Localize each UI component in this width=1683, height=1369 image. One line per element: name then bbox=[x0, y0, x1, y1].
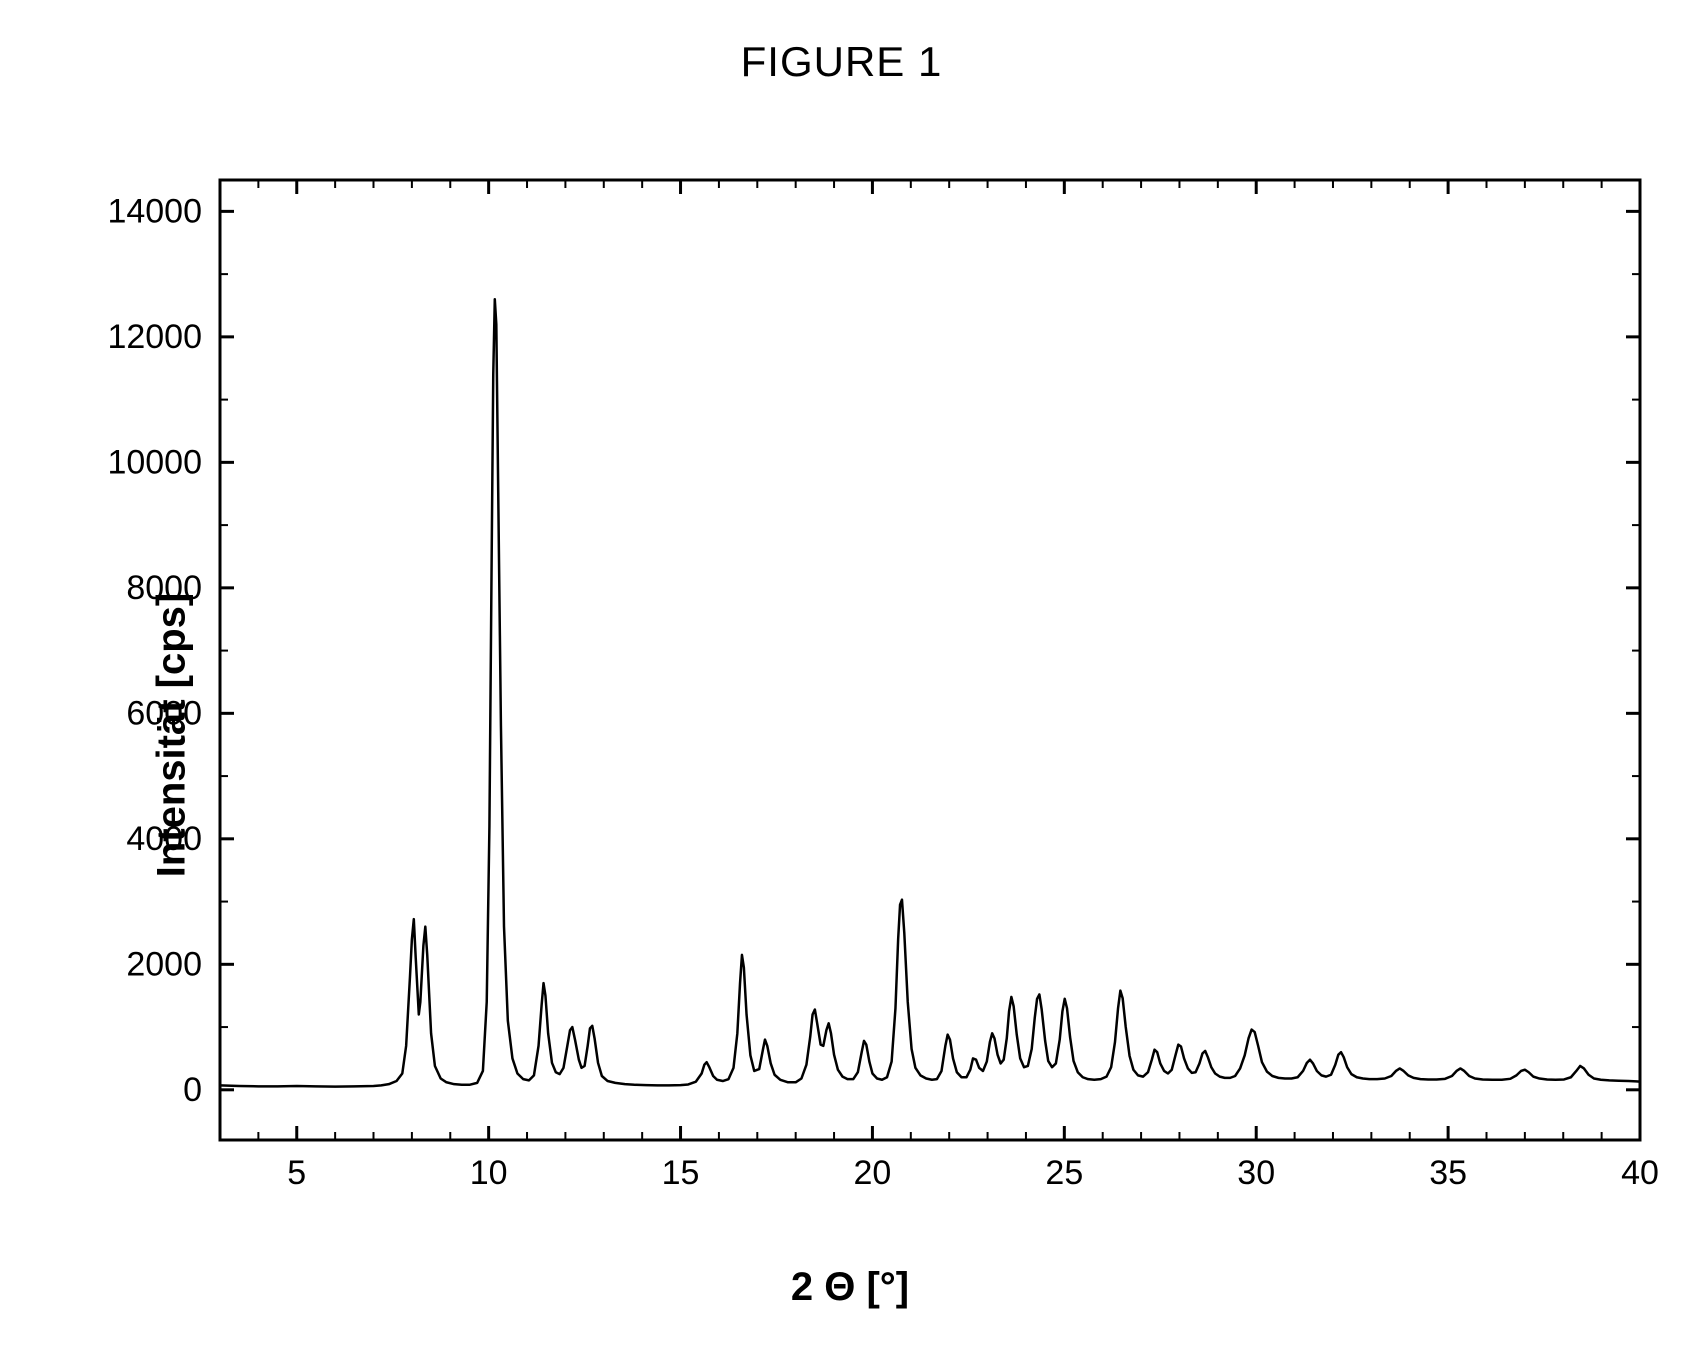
x-tick-label: 10 bbox=[470, 1154, 508, 1192]
x-tick-label: 35 bbox=[1429, 1154, 1467, 1192]
xrd-trace bbox=[220, 299, 1640, 1086]
x-tick-label: 40 bbox=[1621, 1154, 1659, 1192]
x-tick-label: 30 bbox=[1237, 1154, 1275, 1192]
y-tick-label: 14000 bbox=[107, 192, 202, 230]
y-tick-label: 0 bbox=[183, 1071, 202, 1109]
y-tick-label: 12000 bbox=[107, 318, 202, 356]
x-tick-label: 5 bbox=[287, 1154, 306, 1192]
x-tick-label: 25 bbox=[1045, 1154, 1083, 1192]
xrd-line-chart: 0200040006000800010000120001400051015202… bbox=[40, 170, 1660, 1240]
x-axis-label: 2 Θ [°] bbox=[40, 1265, 1660, 1310]
y-tick-label: 2000 bbox=[126, 945, 202, 983]
plot-container: Intensität [cps] 02000400060008000100001… bbox=[40, 170, 1660, 1300]
y-tick-label: 10000 bbox=[107, 443, 202, 481]
x-tick-label: 20 bbox=[854, 1154, 892, 1192]
x-tick-label: 15 bbox=[662, 1154, 700, 1192]
figure-title: FIGURE 1 bbox=[0, 38, 1683, 86]
y-axis-label: Intensität [cps] bbox=[150, 593, 195, 877]
